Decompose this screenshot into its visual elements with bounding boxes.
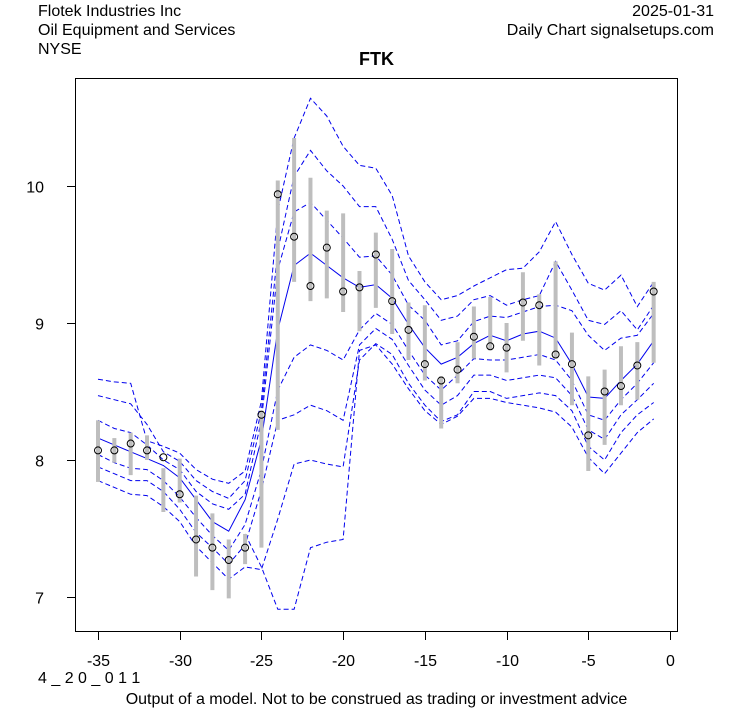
x-tick-label: -20: [332, 653, 355, 670]
y-tick-label: 8: [35, 454, 44, 471]
close-point: [633, 361, 642, 370]
band-line-upper_2: [97, 149, 655, 499]
plot-frame: [75, 78, 678, 632]
close-point: [420, 360, 429, 369]
close-point: [224, 556, 233, 565]
close-point: [469, 332, 478, 341]
close-point: [453, 365, 462, 374]
close-point: [339, 287, 348, 296]
close-point: [551, 350, 560, 359]
y-tick-label: 9: [35, 317, 44, 334]
close-point: [518, 298, 527, 307]
x-tick-label: -25: [250, 653, 273, 670]
disclaimer: Output of a model. Not to be construed a…: [125, 691, 628, 708]
chart-source: Daily Chart signalsetups.com: [506, 22, 714, 39]
close-point: [290, 232, 299, 241]
close-point: [584, 431, 593, 440]
x-tick-label: -5: [581, 653, 595, 670]
close-point: [371, 250, 380, 259]
x-axis: -35 -30 -25 -20 -15 -10 -5 0: [87, 631, 675, 670]
close-point: [502, 343, 511, 352]
close-point: [355, 283, 364, 292]
y-tick-label: 7: [35, 591, 44, 608]
close-point: [241, 543, 250, 552]
close-point: [486, 342, 495, 351]
x-tick-label: -35: [87, 653, 110, 670]
x-tick-label: -10: [496, 653, 519, 670]
band-line-upper_3: [97, 97, 655, 484]
close-point: [535, 301, 544, 310]
close-point: [94, 446, 102, 455]
close-point: [143, 446, 152, 455]
chart-date: 2025-01-31: [632, 3, 714, 20]
close-point: [600, 387, 609, 396]
y-tick-label: 10: [26, 180, 44, 197]
x-tick-label: -15: [414, 653, 437, 670]
close-point: [388, 297, 397, 306]
band-line-lower_1: [97, 312, 655, 552]
range-bars: [96, 138, 656, 599]
close-points: [94, 190, 658, 565]
close-point: [306, 282, 315, 291]
model-code: 4 _ 2 0 _ 0 1 1: [38, 670, 141, 687]
close-point: [126, 439, 135, 448]
sector-name: Oil Equipment and Services: [38, 22, 236, 39]
x-tick-label: 0: [666, 653, 675, 670]
exchange-name: NYSE: [38, 41, 82, 58]
close-point: [192, 535, 201, 544]
close-point: [175, 490, 184, 499]
close-point: [208, 543, 217, 552]
company-name: Flotek Industries Inc: [38, 3, 182, 20]
close-point: [567, 360, 576, 369]
band-line-lower_4: [244, 344, 655, 610]
close-point: [404, 325, 413, 334]
x-tick-label: -30: [169, 653, 192, 670]
close-point: [437, 376, 446, 385]
chart-title: FTK: [359, 49, 394, 69]
close-point: [159, 453, 168, 462]
close-point: [110, 446, 119, 455]
close-point: [257, 410, 266, 419]
close-point: [616, 382, 625, 391]
close-point: [649, 287, 658, 296]
band-line-lower_2: [97, 327, 655, 565]
close-point: [322, 243, 331, 252]
band-line-lower_3: [97, 342, 655, 580]
close-point: [273, 190, 282, 199]
y-axis: 7 8 9 10: [26, 180, 76, 608]
